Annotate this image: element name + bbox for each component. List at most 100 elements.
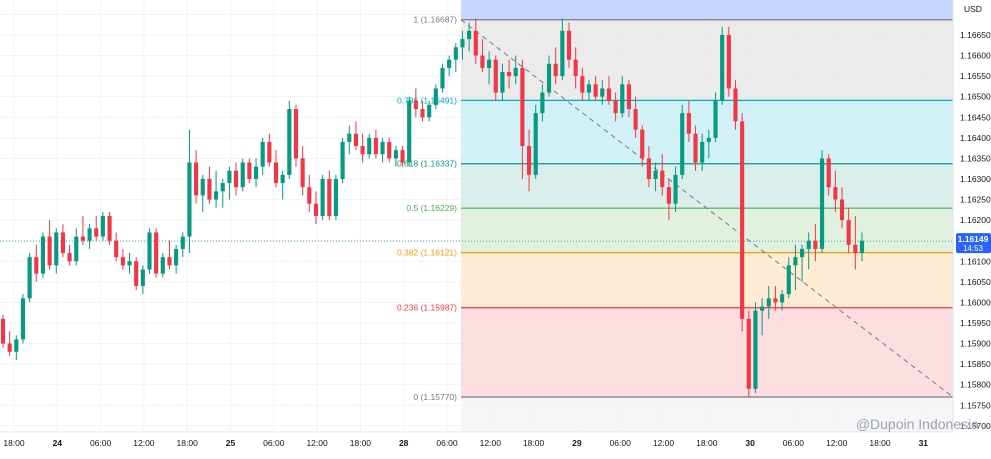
x-tick-label: 12:00 bbox=[306, 438, 328, 448]
x-tick-label: 06:00 bbox=[436, 438, 458, 448]
x-tick-label: 18:00 bbox=[523, 438, 545, 448]
x-tick-label: 30 bbox=[745, 438, 755, 448]
candle-body bbox=[839, 199, 845, 221]
candle-body bbox=[380, 141, 385, 155]
fib-band bbox=[461, 307, 953, 398]
x-tick-label: 25 bbox=[226, 438, 236, 448]
y-tick-label: 1.15950 bbox=[960, 318, 991, 328]
candle-body bbox=[507, 72, 512, 77]
candle-body bbox=[806, 240, 811, 249]
candle-body bbox=[387, 141, 392, 159]
candle-body bbox=[720, 34, 725, 101]
candle-body bbox=[500, 72, 505, 93]
candle-body bbox=[467, 30, 472, 40]
candle-body bbox=[573, 59, 578, 77]
x-tick-label: 12:00 bbox=[133, 438, 155, 448]
candle-body bbox=[660, 170, 665, 188]
fib-level-label: 0 (1.15770) bbox=[414, 392, 458, 402]
candle-body bbox=[187, 162, 192, 237]
candle-body bbox=[846, 220, 851, 245]
candle-body bbox=[267, 141, 272, 163]
candle-body bbox=[174, 248, 179, 266]
fib-level-label: 1 (1.16687) bbox=[414, 15, 458, 25]
candle-body bbox=[114, 240, 119, 258]
current-price-tag bbox=[956, 233, 991, 254]
candle-body bbox=[347, 133, 352, 142]
y-tick-label: 1.16050 bbox=[960, 277, 991, 287]
candle-body bbox=[287, 109, 292, 175]
candle-body bbox=[640, 129, 645, 159]
candle-body bbox=[646, 158, 651, 179]
candle-body bbox=[320, 178, 325, 216]
candle-body bbox=[14, 339, 19, 352]
candle-body bbox=[460, 39, 465, 48]
candle-body bbox=[87, 228, 92, 241]
candle-body bbox=[327, 178, 332, 216]
fib-level-label: 0.786 (1.16491) bbox=[397, 95, 457, 105]
candle-body bbox=[800, 248, 805, 258]
candle-body bbox=[200, 178, 205, 196]
candle-body bbox=[207, 178, 212, 200]
candle-body bbox=[280, 174, 285, 184]
candle-body bbox=[407, 100, 412, 163]
candle-body bbox=[626, 84, 632, 110]
candle-body bbox=[7, 343, 12, 352]
current-price-value: 1.16149 bbox=[958, 234, 989, 244]
candle-body bbox=[580, 76, 585, 93]
candle-body bbox=[353, 133, 358, 147]
candle-body bbox=[27, 257, 32, 299]
candle-body bbox=[253, 166, 259, 179]
candle-body bbox=[553, 63, 558, 77]
candle-body bbox=[706, 137, 711, 142]
candle-body bbox=[160, 257, 165, 274]
fib-trend-dashed-line bbox=[460, 19, 954, 398]
candle-body bbox=[833, 187, 838, 200]
price-axis-background bbox=[953, 0, 991, 454]
x-tick-label: 28 bbox=[399, 438, 409, 448]
candle-body bbox=[447, 59, 452, 68]
x-tick-label: 18:00 bbox=[869, 438, 891, 448]
candle-body bbox=[107, 216, 112, 241]
fib-band bbox=[461, 252, 953, 308]
candle-body bbox=[0, 318, 6, 344]
candle-body bbox=[773, 298, 778, 303]
candle-body bbox=[826, 158, 831, 188]
candle-body bbox=[260, 141, 265, 167]
candle-body bbox=[766, 298, 771, 307]
candle-body bbox=[593, 84, 598, 97]
y-tick-label: 1.16550 bbox=[960, 71, 991, 81]
candle-body bbox=[400, 150, 405, 163]
candle-body bbox=[740, 121, 745, 319]
candle-body bbox=[700, 141, 705, 163]
candle-body bbox=[273, 162, 279, 184]
candle-body bbox=[333, 178, 339, 216]
candle-body bbox=[546, 63, 552, 93]
candle-body bbox=[633, 109, 638, 130]
fib-band bbox=[461, 0, 953, 20]
candle-body bbox=[613, 100, 618, 114]
x-tick-label: 18:00 bbox=[3, 438, 25, 448]
fib-level-label: 0.5 (1.16229) bbox=[406, 203, 457, 213]
candle-body bbox=[233, 170, 239, 188]
fib-level-label: 0.618 (1.16337) bbox=[397, 159, 457, 169]
x-tick-label: 24 bbox=[53, 438, 63, 448]
candle-body bbox=[120, 257, 125, 266]
y-tick-label: 1.16600 bbox=[960, 51, 991, 61]
candle-body bbox=[760, 306, 765, 311]
candle-body bbox=[853, 244, 858, 254]
candle-body bbox=[526, 146, 532, 175]
candle-body bbox=[373, 137, 378, 155]
candle-body bbox=[560, 30, 565, 77]
fib-band bbox=[461, 19, 953, 101]
candle-body bbox=[194, 162, 199, 196]
candle-body bbox=[780, 294, 785, 303]
candle-body bbox=[167, 257, 172, 266]
candle-body bbox=[60, 232, 65, 254]
candle-body bbox=[513, 67, 518, 77]
candle-body bbox=[367, 137, 372, 155]
candle-body bbox=[666, 187, 671, 204]
candle-body bbox=[413, 100, 418, 110]
x-tick-label: 12:00 bbox=[653, 438, 675, 448]
